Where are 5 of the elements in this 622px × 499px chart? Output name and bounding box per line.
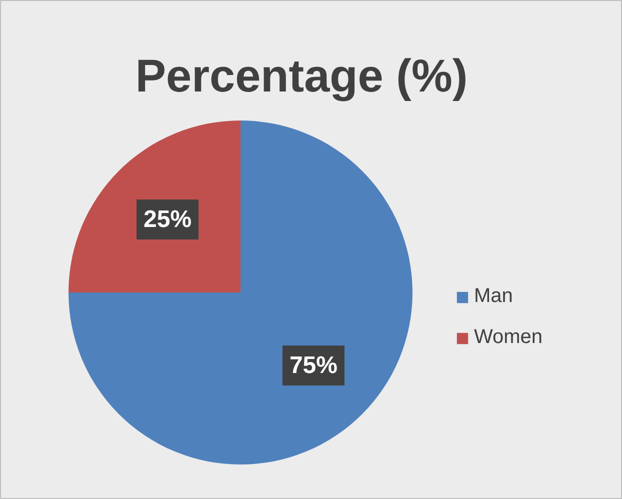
data-label: 75%	[289, 352, 338, 379]
data-label: 25%	[144, 206, 192, 234]
legend-label: Man	[474, 285, 513, 308]
legend-label: Women	[474, 326, 543, 349]
chart-title: Percentage (%)	[135, 50, 468, 102]
